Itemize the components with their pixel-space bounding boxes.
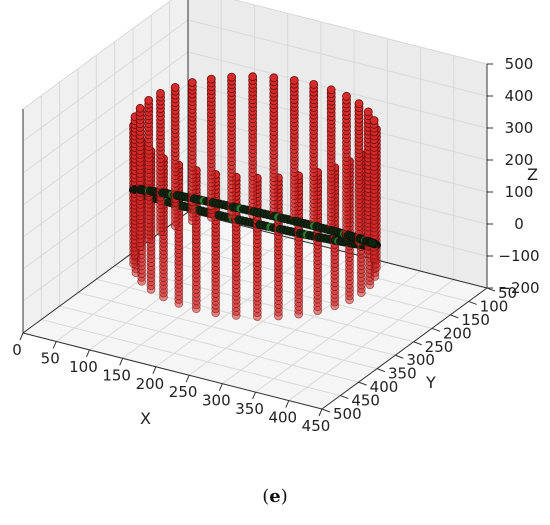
red-point <box>326 85 336 95</box>
red-point <box>289 76 299 85</box>
x-tick-mark <box>218 383 223 391</box>
y-tick-mark <box>431 327 441 332</box>
grid-floor-y <box>77 292 378 370</box>
x-tick-label: 100 <box>69 358 98 376</box>
z-tick-label: 300 <box>505 119 534 137</box>
y-tick-mark <box>376 368 386 373</box>
trajectory-point <box>367 238 377 248</box>
z-tick-label: −200 <box>498 279 539 297</box>
y-tick-label: 350 <box>388 365 417 383</box>
x-tick-label: 250 <box>169 383 198 401</box>
grid-floor-x <box>89 228 255 351</box>
x-tick-label: 150 <box>102 366 131 384</box>
red-point <box>170 83 180 92</box>
red-point <box>248 72 258 82</box>
x-tick-label: 0 <box>12 341 22 359</box>
red-point <box>187 78 197 87</box>
z-tick-label: 0 <box>514 215 524 233</box>
chart: 0 50 100 150 200 250 300 350 400 4505010015020025… <box>12 0 540 435</box>
y-tick-mark <box>358 381 367 386</box>
x-tick-label: 350 <box>235 400 264 418</box>
figure-caption: (e) <box>0 486 550 507</box>
red-point <box>269 73 279 83</box>
red-point <box>363 107 373 117</box>
grid-left-z <box>22 51 189 174</box>
y-tick-label: 450 <box>351 392 380 410</box>
y-tick-mark <box>468 300 477 305</box>
y-tick-label: 200 <box>443 324 472 342</box>
x-tick-mark <box>52 341 57 349</box>
y-axis-line <box>321 287 488 410</box>
z-tick-label: 400 <box>505 87 534 105</box>
red-point <box>354 99 364 109</box>
red-point <box>309 80 319 89</box>
red-point <box>135 103 145 113</box>
caption-open: ( <box>262 486 270 507</box>
grid-back-z <box>187 115 488 193</box>
caption-close: ) <box>280 486 288 507</box>
x-tick-mark <box>285 400 290 408</box>
y-tick-mark <box>321 408 331 413</box>
x-tick-mark <box>19 332 24 341</box>
x-tick-mark <box>252 391 257 400</box>
y-tick-mark <box>413 341 422 346</box>
y-tick-label: 50 <box>498 284 517 302</box>
grid-floor-y <box>41 319 341 397</box>
red-point <box>206 74 216 84</box>
y-tick-mark <box>450 314 459 319</box>
z-axis-label: Z <box>527 165 538 184</box>
red-point <box>227 72 237 82</box>
grid-left-z <box>22 0 173 110</box>
x-tick-mark <box>119 358 124 366</box>
chart-tick-marks <box>19 63 496 417</box>
x-tick-label: 450 <box>302 417 331 435</box>
grid-floor-x <box>288 279 455 401</box>
y-tick-label: 300 <box>406 351 435 369</box>
z-tick-label: −100 <box>498 247 539 265</box>
y-tick-mark <box>340 395 349 400</box>
y-tick-label: 100 <box>480 297 509 315</box>
grid-back-z <box>187 83 488 161</box>
grid-floor-x <box>188 253 355 376</box>
red-point <box>156 89 165 98</box>
y-tick-label: 250 <box>425 338 454 356</box>
y-tick-mark <box>395 354 404 359</box>
x-tick-label: 400 <box>268 409 297 427</box>
x-tick-mark <box>185 375 190 383</box>
z-tick-label: 200 <box>505 151 534 169</box>
y-tick-label: 500 <box>333 405 362 423</box>
x-tick-mark <box>85 349 90 358</box>
x-axis-line <box>22 332 323 410</box>
y-axis-label: Y <box>425 373 436 392</box>
grid-floor-y <box>96 278 396 356</box>
y-tick-label: 400 <box>370 378 399 396</box>
left-pane <box>23 0 188 333</box>
x-axis-label: X <box>140 409 151 428</box>
z-tick-label: 100 <box>505 183 534 201</box>
red-point <box>369 116 379 125</box>
grid-left-z <box>22 19 189 142</box>
caption-letter: e <box>269 486 281 507</box>
grid-back-z <box>233 0 488 65</box>
chart-tick-labels: 0 50 100 150 200 250 300 350 400 4505010015020025… <box>12 55 539 435</box>
chart-data-points <box>129 72 381 321</box>
red-point <box>144 96 154 105</box>
x-tick-mark <box>152 366 157 374</box>
x-tick-label: 200 <box>136 375 165 393</box>
x-tick-label: 50 <box>41 349 60 367</box>
x-tick-label: 300 <box>202 392 231 410</box>
grid-back-z <box>187 51 488 129</box>
grid-back-z <box>187 19 488 97</box>
z-tick-label: 500 <box>505 55 534 73</box>
y-tick-label: 150 <box>461 311 490 329</box>
grid-floor-x <box>255 270 421 393</box>
x-tick-mark <box>318 408 323 417</box>
grid-floor-y <box>59 305 359 383</box>
red-point <box>342 91 351 101</box>
